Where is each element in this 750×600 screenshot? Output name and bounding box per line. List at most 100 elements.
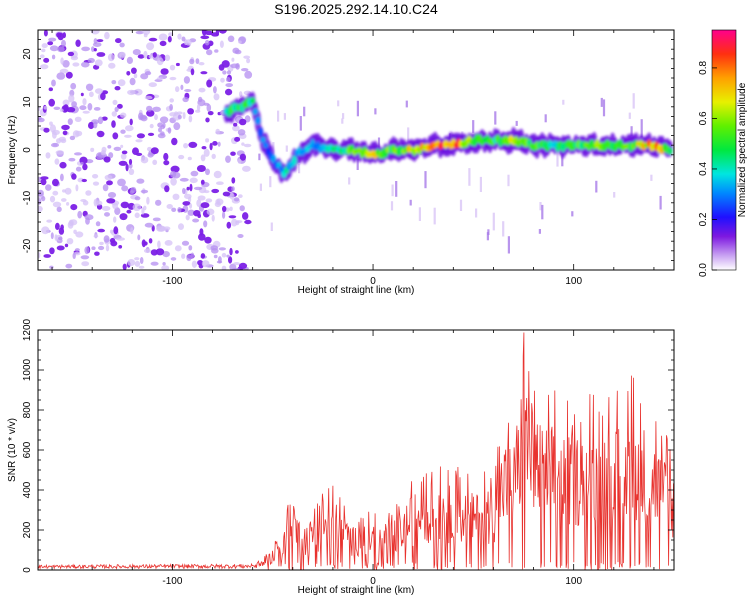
noise-blob — [118, 245, 123, 249]
noise-blob — [107, 145, 112, 149]
noise-blob — [91, 246, 96, 250]
noise-blob — [201, 260, 210, 268]
noise-blob — [93, 198, 98, 207]
noise-streak — [487, 229, 490, 235]
noise-blob — [211, 214, 215, 222]
noise-blob — [221, 252, 227, 258]
noise-blob — [200, 202, 210, 209]
noise-streak — [405, 100, 408, 108]
noise-blob — [170, 257, 177, 261]
noise-blob — [40, 176, 49, 180]
noise-blob — [52, 190, 59, 196]
noise-blob — [177, 114, 182, 120]
colorbar-tick-label: 0.6 — [698, 111, 709, 125]
x-tick-label: -100 — [162, 576, 182, 587]
noise-blob — [156, 225, 165, 232]
noise-blob — [190, 252, 195, 259]
noise-blob — [146, 105, 153, 112]
noise-blob — [57, 32, 64, 41]
x-tick-label: 0 — [370, 276, 376, 287]
noise-blob — [154, 114, 158, 121]
noise-blob — [205, 168, 210, 176]
noise-blob — [126, 209, 132, 214]
noise-blob — [48, 37, 57, 42]
noise-blob — [147, 132, 155, 136]
noise-blob — [137, 234, 141, 241]
bottom-y-label: SNR (10 * v/v) — [7, 418, 18, 482]
noise-blob — [189, 183, 193, 192]
noise-blob — [38, 116, 42, 121]
noise-blob — [68, 94, 75, 103]
noise-blob — [41, 196, 46, 202]
noise-blob — [75, 130, 83, 137]
noise-streak — [538, 229, 541, 234]
noise-blob — [177, 207, 182, 213]
noise-blob — [72, 62, 80, 67]
noise-blob — [217, 141, 221, 147]
ridge-core — [252, 108, 258, 115]
noise-blob — [163, 152, 169, 161]
noise-blob — [172, 171, 181, 179]
x-tick-label: 100 — [565, 576, 582, 587]
noise-blob — [93, 121, 98, 129]
colorbar-label: Normalized spectral amplitude — [737, 82, 748, 217]
noise-blob — [164, 185, 170, 193]
noise-blob — [39, 54, 45, 59]
colorbar-tick-label: 0.4 — [698, 162, 709, 176]
noise-blob — [60, 57, 64, 65]
noise-streak — [433, 207, 436, 225]
noise-blob — [226, 221, 232, 229]
noise-blob — [87, 103, 93, 111]
noise-blob — [82, 98, 87, 106]
noise-blob — [152, 52, 157, 58]
ridge-core — [667, 147, 673, 155]
noise-blob — [106, 198, 116, 204]
y-tick-label: 200 — [22, 521, 33, 538]
noise-blob — [237, 129, 246, 136]
noise-blob — [41, 226, 50, 235]
noise-blob — [182, 96, 189, 103]
noise-blob — [239, 118, 247, 126]
x-tick-label: 0 — [370, 576, 376, 587]
noise-blob — [115, 38, 122, 44]
noise-blob — [62, 99, 70, 106]
y-tick-label: -20 — [22, 238, 33, 253]
noise-blob — [204, 30, 214, 36]
noise-blob — [175, 86, 180, 93]
noise-blob — [237, 234, 244, 238]
noise-blob — [243, 55, 251, 59]
colorbar-gradient — [712, 30, 736, 270]
noise-blob — [228, 256, 233, 264]
snr-series-line — [38, 332, 674, 570]
noise-blob — [80, 199, 87, 202]
ridge-core — [255, 116, 261, 125]
noise-blob — [114, 207, 121, 216]
noise-blob — [152, 217, 161, 222]
noise-blob — [204, 236, 212, 244]
noise-blob — [206, 49, 213, 56]
noise-streak — [356, 158, 359, 170]
noise-blob — [81, 261, 90, 267]
noise-blob — [61, 198, 67, 202]
noise-blob — [238, 40, 242, 44]
noise-blob — [132, 49, 141, 56]
noise-blob — [92, 181, 100, 186]
noise-blob — [119, 213, 128, 221]
noise-streak — [632, 93, 635, 109]
noise-streak — [258, 153, 261, 161]
y-tick-label: 400 — [22, 481, 33, 498]
noise-streak — [341, 118, 344, 124]
noise-blob — [201, 30, 207, 36]
noise-blob — [93, 107, 101, 111]
ridge-core — [250, 97, 256, 104]
noise-streak — [515, 120, 518, 126]
noise-streak — [407, 127, 410, 144]
noise-blob — [66, 202, 70, 206]
noise-blob — [152, 106, 161, 113]
noise-blob — [167, 36, 172, 43]
colorbar-tick-label: 0.0 — [698, 263, 709, 277]
noise-streak — [600, 97, 603, 107]
top-y-axis: -20 -10 0 10 20 — [22, 29, 674, 271]
noise-blob — [122, 263, 127, 270]
noise-blob — [203, 220, 208, 228]
